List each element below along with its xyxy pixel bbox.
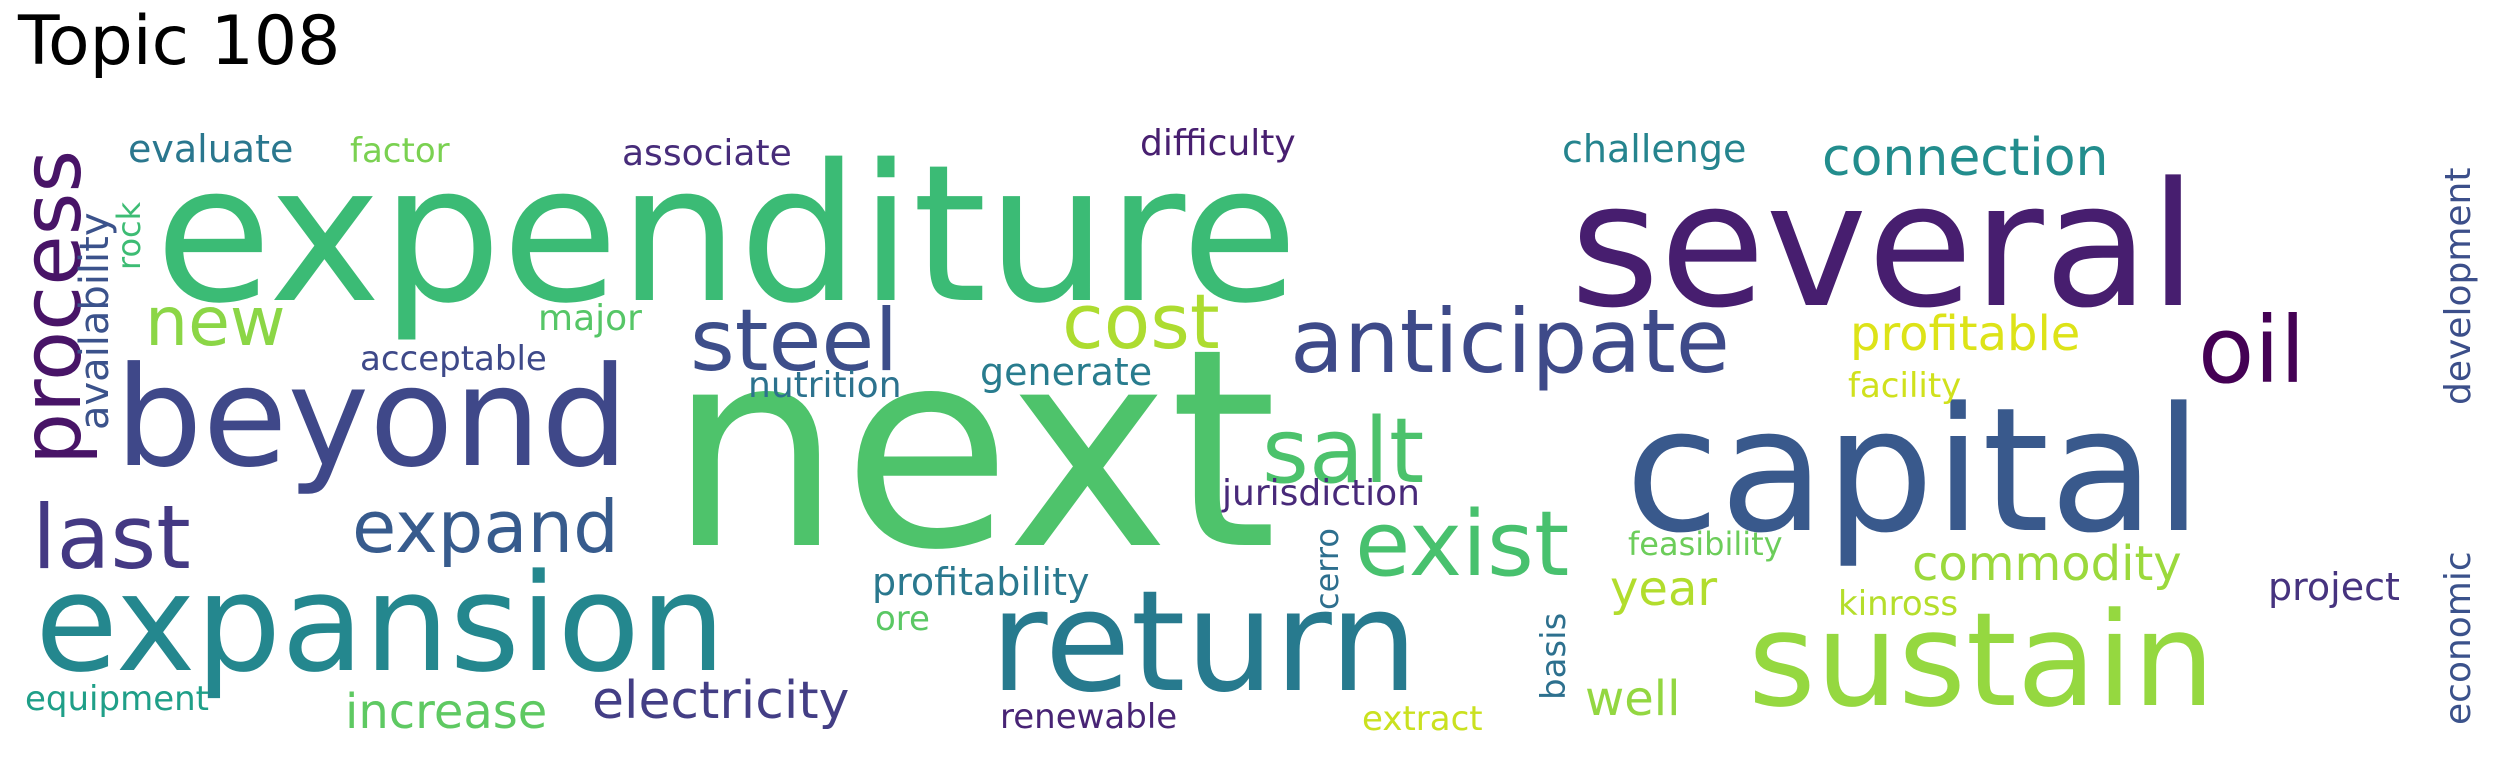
word-acceptable: acceptable: [360, 339, 547, 379]
word-expand: expand: [352, 485, 619, 569]
word-steel: steel: [690, 291, 898, 391]
word-year: year: [1610, 561, 1717, 617]
word-sustain: sustain: [1748, 584, 2215, 736]
word-major: major: [538, 298, 642, 339]
word-difficulty: difficulty: [1140, 123, 1296, 164]
word-extract: extract: [1362, 699, 1483, 739]
word-feasibility: feasibility: [1628, 525, 1783, 563]
word-profitable: profitable: [1850, 306, 2080, 362]
word-salt: salt: [1262, 399, 1424, 504]
word-profitability: profitability: [872, 560, 1089, 604]
word-generate: generate: [980, 350, 1152, 394]
word-several: several: [1570, 145, 2197, 346]
word-exist: exist: [1355, 492, 1569, 597]
word-factor: factor: [350, 131, 450, 171]
word-economic: economic: [2438, 551, 2479, 725]
word-return: return: [990, 561, 1418, 724]
word-availability: availability: [72, 212, 118, 430]
word-facility: facility: [1848, 366, 1961, 406]
word-expenditure: expenditure: [155, 124, 1298, 345]
word-rock: rock: [110, 201, 148, 270]
word-electricity: electricity: [592, 671, 849, 731]
word-evaluate: evaluate: [128, 127, 293, 171]
word-new: new: [145, 283, 286, 362]
word-project: project: [2268, 565, 2400, 609]
word-associate: associate: [622, 133, 792, 174]
word-ore: ore: [875, 599, 930, 639]
word-kinross: kinross: [1838, 584, 1958, 624]
word-connection: connection: [1822, 128, 2109, 188]
word-challenge: challenge: [1562, 127, 1746, 171]
word-last: last: [32, 486, 191, 589]
word-cost: cost: [1062, 277, 1220, 366]
word-nutrition: nutrition: [748, 365, 902, 406]
word-cerro: cerro: [1308, 528, 1346, 610]
word-jurisdiction: jurisdiction: [1221, 473, 1420, 514]
word-increase: increase: [345, 684, 547, 740]
topic-title: Topic 108: [18, 2, 341, 81]
word-commodity: commodity: [1912, 536, 2182, 592]
word-basis: basis: [1534, 613, 1574, 700]
word-well: well: [1585, 671, 1680, 727]
word-equipment: equipment: [25, 679, 209, 719]
word-oil: oil: [2198, 297, 2305, 404]
word-renewable: renewable: [1000, 697, 1177, 737]
word-process: process: [5, 150, 100, 465]
word-anticipate: anticipate: [1290, 290, 1730, 393]
word-expansion: expansion: [35, 545, 726, 702]
word-beyond: beyond: [115, 337, 629, 498]
word-next: next: [668, 290, 1277, 610]
word-capital: capital: [1625, 370, 2203, 571]
word-development: development: [2438, 168, 2479, 405]
